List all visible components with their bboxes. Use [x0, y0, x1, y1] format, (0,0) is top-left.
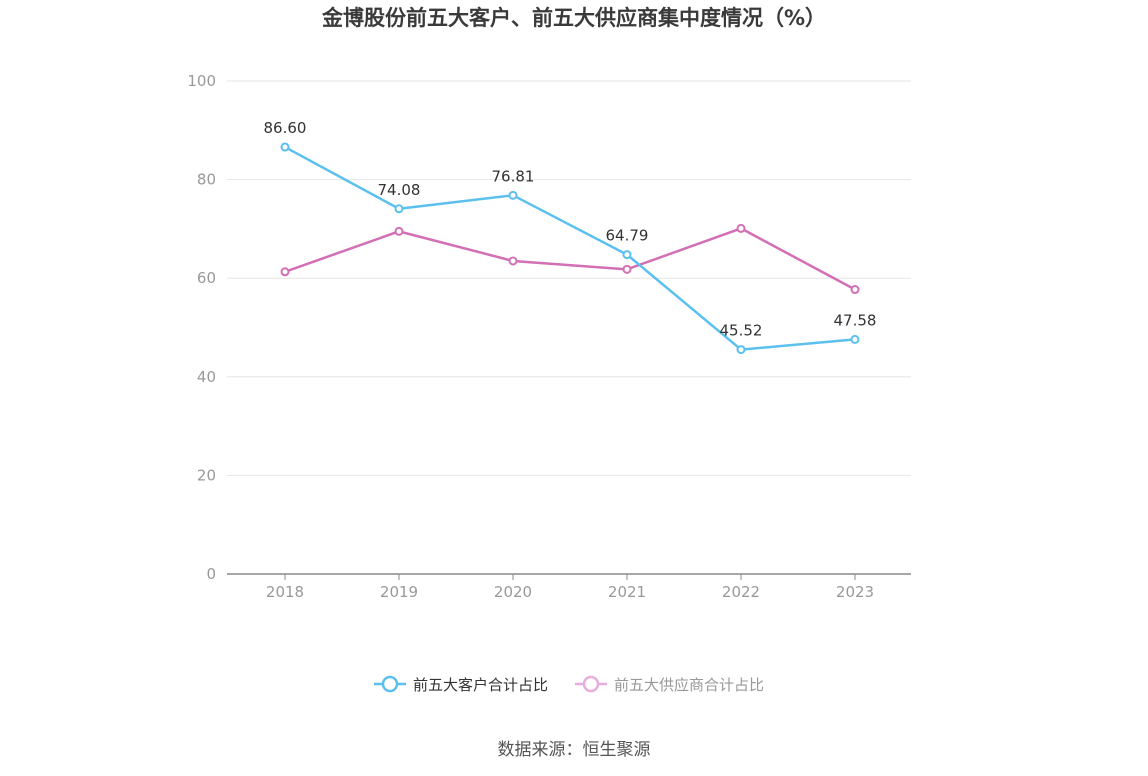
- series-1: [280, 223, 860, 295]
- y-tick-label: 0: [206, 565, 216, 583]
- data-point[interactable]: [280, 142, 290, 152]
- x-tick-label: 2020: [494, 583, 532, 601]
- legend-marker-icon: [582, 675, 600, 693]
- chart-title: 金博股份前五大客户、前五大供应商集中度情况（%）: [321, 6, 826, 30]
- data-point[interactable]: [508, 190, 518, 200]
- data-point[interactable]: [736, 345, 746, 355]
- y-axis-ticks: 0 20 40 60 80 100: [187, 72, 216, 583]
- data-point[interactable]: [622, 264, 632, 274]
- data-label: 76.81: [492, 167, 535, 185]
- data-label: 86.60: [264, 119, 307, 137]
- y-tick-label: 100: [187, 72, 216, 90]
- legend-item-1[interactable]: 前五大供应商合计占比: [575, 675, 764, 694]
- legend-marker-icon: [381, 675, 399, 693]
- legend-label: 前五大客户合计占比: [413, 676, 548, 694]
- x-tick-label: 2023: [836, 583, 874, 601]
- data-point[interactable]: [850, 334, 860, 344]
- data-point[interactable]: [394, 204, 404, 214]
- legend-item-0[interactable]: 前五大客户合计占比: [374, 675, 548, 694]
- legend[interactable]: 前五大客户合计占比 前五大供应商合计占比: [374, 675, 764, 694]
- x-axis-ticks: 2018 2019 2020 2021 2022 2023: [266, 574, 874, 601]
- data-label: 45.52: [720, 322, 763, 340]
- x-tick-label: 2018: [266, 583, 304, 601]
- x-tick-label: 2022: [722, 583, 760, 601]
- series-line: [284, 227, 856, 291]
- series-0: 86.60 74.08 76.81 64.79 45.52 47.58: [264, 119, 877, 355]
- data-point[interactable]: [622, 250, 632, 260]
- data-point[interactable]: [508, 256, 518, 266]
- y-tick-label: 60: [197, 269, 216, 287]
- grid-lines: [227, 80, 911, 476]
- y-tick-label: 20: [197, 466, 216, 484]
- x-tick-label: 2021: [608, 583, 646, 601]
- data-point[interactable]: [394, 226, 404, 236]
- data-label: 47.58: [834, 311, 877, 329]
- data-point[interactable]: [280, 267, 290, 277]
- data-label: 64.79: [606, 227, 649, 245]
- y-tick-label: 40: [197, 368, 216, 386]
- data-label: 74.08: [378, 181, 421, 199]
- data-point[interactable]: [736, 223, 746, 233]
- data-source: 数据来源：恒生聚源: [498, 740, 651, 760]
- data-point[interactable]: [850, 285, 860, 295]
- x-tick-label: 2019: [380, 583, 418, 601]
- series-group: 86.60 74.08 76.81 64.79 45.52 47.58: [264, 119, 877, 355]
- series-line: [284, 145, 856, 351]
- y-tick-label: 80: [197, 171, 216, 189]
- legend-label: 前五大供应商合计占比: [614, 676, 764, 694]
